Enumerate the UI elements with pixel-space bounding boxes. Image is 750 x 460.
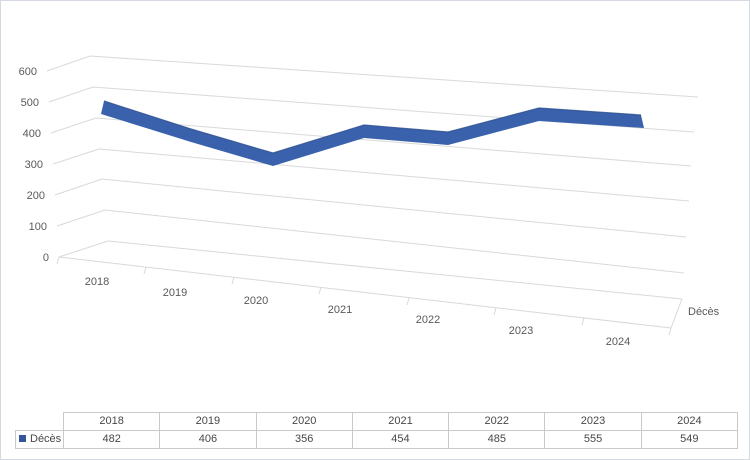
data-table-year-header: 2023 — [544, 412, 642, 431]
series-value-cell: 485 — [448, 430, 546, 449]
gridline-600 — [46, 55, 699, 98]
deces-series-ribbon[interactable] — [101, 101, 644, 166]
deces-ribbon-top-edge — [103, 100, 642, 154]
series-value-cell: 549 — [640, 430, 739, 449]
floor-right-edge — [670, 298, 683, 329]
y-axis-tick-label: 0 — [43, 252, 49, 264]
data-table-year-header: 2024 — [640, 412, 739, 431]
series-value-cell: 356 — [255, 430, 353, 449]
series-legend-label: Décès — [30, 433, 62, 445]
category-axis — [56, 256, 683, 336]
category-axis-ticks — [56, 256, 672, 336]
series-value-cell: 555 — [544, 430, 642, 449]
data-table-year-header: 2018 — [62, 412, 161, 431]
x-axis-label: 2020 — [244, 295, 268, 307]
data-table-year-header: 2019 — [159, 412, 257, 431]
x-axis-label: 2021 — [328, 304, 352, 316]
series-legend-cell: Décès — [15, 430, 64, 449]
gridline-0 — [58, 240, 683, 300]
data-table-year-header: 2021 — [351, 412, 450, 431]
chart-plot-area[interactable]: 600 500 400 300 200 100 0 2018 2019 2020… — [1, 1, 750, 406]
series-value-cell: 482 — [62, 430, 161, 449]
gridline-100 — [56, 209, 685, 274]
y-axis-tick-label: 400 — [23, 128, 41, 140]
x-axis-label: 2019 — [163, 287, 187, 299]
series-axis-label: Décès — [688, 306, 720, 318]
category-axis-labels: 2018 2019 2020 2021 2022 2023 2024 — [85, 276, 630, 348]
gridline-400 — [50, 117, 692, 167]
y-axis-tick-label: 300 — [25, 159, 43, 171]
x-axis-label: 2022 — [416, 314, 440, 326]
chart-data-table[interactable]: 2018 2019 2020 2021 2022 2023 2024 Décès… — [15, 412, 739, 449]
gridline-300 — [52, 148, 690, 202]
data-table-corner-cell — [16, 413, 64, 431]
data-table-year-header: 2020 — [255, 412, 353, 431]
x-axis-label: 2024 — [606, 336, 630, 348]
data-table-year-header: 2022 — [448, 412, 546, 431]
horizontal-gridlines — [46, 55, 699, 300]
x-axis-label: 2018 — [85, 276, 109, 288]
series-deces[interactable] — [101, 100, 644, 166]
gridline-200 — [54, 178, 687, 238]
gridline-500 — [48, 86, 695, 133]
y-axis-tick-label: 100 — [29, 221, 47, 233]
x-axis-label: 2023 — [509, 325, 533, 337]
y-axis-tick-label: 500 — [21, 97, 39, 109]
y-axis-tick-label: 600 — [19, 66, 37, 78]
data-table-header-row: 2018 2019 2020 2021 2022 2023 2024 — [16, 412, 739, 431]
y-axis-tick-label: 200 — [27, 190, 45, 202]
series-value-cell: 406 — [159, 430, 257, 449]
category-axis-line — [58, 256, 672, 329]
data-table-series-row: Décès 482 406 356 454 485 555 549 — [15, 430, 739, 449]
series-value-cell: 454 — [351, 430, 450, 449]
series-legend-marker-icon — [19, 435, 26, 442]
value-axis-labels: 600 500 400 300 200 100 0 — [19, 66, 49, 264]
